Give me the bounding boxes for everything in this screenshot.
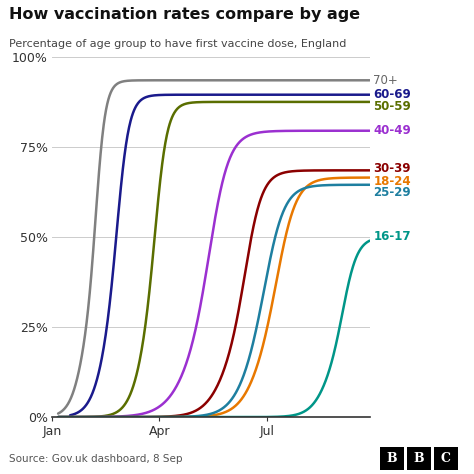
Text: 25-29: 25-29 — [374, 186, 411, 199]
Text: 50-59: 50-59 — [374, 100, 411, 113]
Text: 70+: 70+ — [374, 74, 398, 87]
FancyBboxPatch shape — [407, 447, 431, 470]
Text: B: B — [387, 452, 397, 465]
Text: 16-17: 16-17 — [374, 230, 411, 243]
Text: 60-69: 60-69 — [374, 88, 411, 101]
Text: 30-39: 30-39 — [374, 162, 411, 175]
Text: Source: Gov.uk dashboard, 8 Sep: Source: Gov.uk dashboard, 8 Sep — [9, 454, 183, 464]
FancyBboxPatch shape — [434, 447, 458, 470]
Text: How vaccination rates compare by age: How vaccination rates compare by age — [9, 7, 361, 22]
Text: 40-49: 40-49 — [374, 124, 411, 137]
Text: C: C — [441, 452, 451, 465]
Text: Percentage of age group to have first vaccine dose, England: Percentage of age group to have first va… — [9, 39, 347, 49]
Text: 18-24: 18-24 — [374, 174, 411, 188]
FancyBboxPatch shape — [380, 447, 404, 470]
Text: B: B — [414, 452, 424, 465]
